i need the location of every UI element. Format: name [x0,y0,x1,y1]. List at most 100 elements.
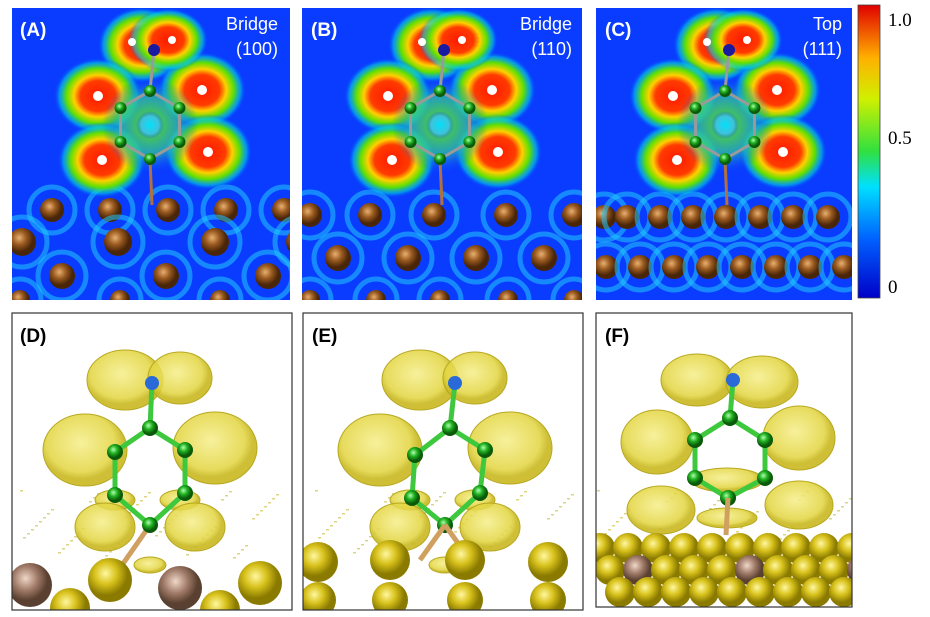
surface-atom [50,588,90,610]
isosurface-speck [616,521,619,523]
hydrogen [418,38,426,46]
surface-halo [408,189,460,241]
isosurface-speck [458,527,461,529]
surface-atom [303,542,338,582]
isosurface [620,409,694,475]
carbon [407,447,423,463]
isosurface-speck [853,494,856,496]
isosurface-speck [604,533,607,535]
isosurface-speck [756,511,759,513]
surface-atom [764,255,788,279]
hydrogen [772,85,782,95]
isosurface-speck [357,548,360,550]
isosurface-speck [524,491,527,493]
isosurface-speck [330,525,333,527]
labels: (A) Bridge (100) (B) Bridge (110) (C) To… [20,14,842,347]
isosurface-speck [256,514,259,516]
isosurface-speck [109,551,112,553]
site-label: Bridge [226,14,278,34]
surface-atom [801,577,831,607]
facet-label: (100) [236,39,278,59]
carbon [173,102,186,114]
panel-label: (E) [312,326,337,347]
surface-atom [40,198,64,222]
surface-halo [302,276,334,300]
isosurface-speck [365,540,368,542]
isosurface [42,413,128,487]
surface-atom [530,582,566,610]
carbon [142,517,158,533]
hydrogen [703,38,711,46]
panel-e [303,313,583,610]
surface-atom [447,582,483,610]
surface-atom [372,582,408,610]
surface-atom [816,205,840,229]
surface-atom [210,290,230,300]
isosurface-speck [276,494,279,496]
surface-atom [857,577,887,607]
surface-atom [562,203,582,227]
hydrogen [97,155,107,165]
surface-halo [96,276,144,300]
ring-center [711,111,739,139]
colorbar-tick-label: 1.0 [888,10,912,31]
carbon [434,85,446,97]
isosurface-speck [27,533,30,535]
surface-atom [110,290,130,300]
hydrogen [128,38,136,46]
isosurface-speck [361,544,364,546]
isosurface [725,355,799,409]
surface-atom [88,558,132,602]
isosurface [147,351,213,405]
isosurface-speck [787,530,790,532]
isosurface-speck [326,529,329,531]
surface-atom [366,290,386,300]
bond [723,158,729,206]
surface-atom [153,263,179,289]
panel-c [596,8,852,300]
nitrogen [726,373,740,387]
isosurface-speck [245,545,248,547]
isosurface-speck [225,495,228,497]
isosurface-speck [612,525,615,527]
bond [723,49,731,92]
surface-halo [480,189,532,241]
carbon [757,470,773,486]
panel-b [302,8,582,300]
surface-halo [142,184,194,236]
surface-halo [381,231,435,285]
surface-atom [564,290,582,300]
hydrogen [778,147,788,157]
surface-atom [837,533,852,563]
nitrogen [438,44,450,56]
isosurface-speck [597,490,600,492]
surface-halo [311,231,365,285]
isosurface [764,480,834,530]
surface-atom [494,203,518,227]
isosurface-speck [155,535,158,537]
isosurface-speck [105,555,108,557]
surface-halo [517,231,571,285]
carbon [177,485,193,501]
isosurface-speck [260,510,263,512]
isosurface-speck [384,501,387,503]
isosurface-speck [322,533,325,535]
panel-label: (B) [311,20,337,41]
surface-halo [139,249,193,300]
isosurface-speck [43,517,46,519]
surface-halo [26,184,78,236]
isosurface-speck [559,506,562,508]
surface-halo [196,276,244,300]
bond [148,49,156,92]
hydrogen [168,36,176,44]
hydrogen [743,36,751,44]
surface-atom [302,290,320,300]
site-label: Bridge [520,14,572,34]
surface-atom [615,205,639,229]
hydrogen [387,155,397,165]
carbon [472,485,488,501]
site-label: Top [813,14,842,34]
surface-atom [358,203,382,227]
surface-atom [528,542,568,582]
